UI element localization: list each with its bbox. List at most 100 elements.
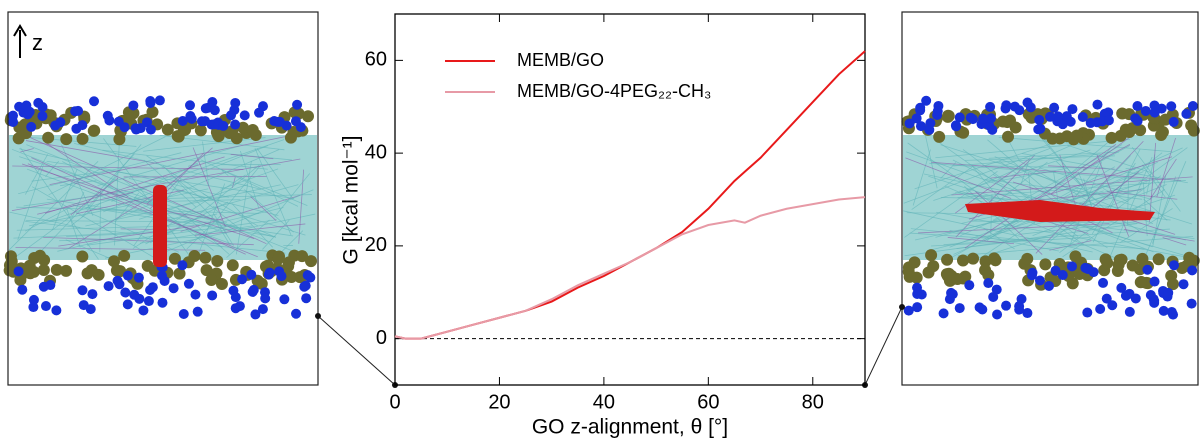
lipid-phosphate [964, 280, 974, 290]
lipid-phosphate [933, 106, 943, 116]
lipid-phosphate [129, 290, 139, 300]
lipid-phosphate [230, 120, 240, 130]
lipid-head [247, 124, 259, 136]
lipid-phosphate [277, 271, 287, 281]
series-line [395, 197, 865, 338]
lipid-phosphate [299, 282, 309, 292]
lipid-head [227, 259, 239, 271]
lipid-phosphate [1062, 111, 1072, 121]
lipid-phosphate [1169, 117, 1179, 127]
lipid-phosphate [1107, 300, 1117, 310]
lipid-phosphate [948, 289, 958, 299]
lipid-phosphate [1082, 308, 1092, 318]
graphene-oxide [153, 185, 167, 267]
x-tick-label: 40 [593, 391, 615, 413]
lipid-phosphate [987, 125, 997, 135]
lipid-head [211, 255, 223, 267]
lipid-phosphate [985, 102, 995, 112]
lipid-phosphate [1049, 103, 1059, 113]
lipid-phosphate [246, 270, 256, 280]
lipid-phosphate [1142, 265, 1152, 275]
lipid-phosphate [55, 117, 65, 127]
lipid-phosphate [29, 295, 39, 305]
lipid-phosphate [1141, 106, 1151, 116]
lipid-head [38, 264, 50, 276]
lipid-phosphate [41, 301, 51, 311]
lipid-head [1135, 276, 1147, 288]
lipid-phosphate [207, 290, 217, 300]
lipid-phosphate [1033, 124, 1043, 134]
lipid-head [60, 133, 72, 145]
lipid-phosphate [77, 285, 87, 295]
lipid-head [24, 267, 36, 279]
lipid-phosphate [916, 121, 926, 131]
lipid-phosphate [1034, 115, 1044, 125]
lipid-phosphate [292, 100, 302, 110]
lipid-phosphate [145, 98, 155, 108]
lipid-head [88, 125, 100, 137]
lipid-phosphate [157, 298, 167, 308]
lipid-phosphate [1159, 306, 1169, 316]
lipid-phosphate [951, 120, 961, 130]
lipid-head [162, 124, 174, 136]
lipid-phosphate [148, 282, 158, 292]
lipid-phosphate [235, 301, 245, 311]
lipid-head [1002, 131, 1014, 143]
lipid-phosphate [1001, 301, 1011, 311]
lipid-head [1004, 114, 1016, 126]
lipid-head [1155, 129, 1167, 141]
lipid-phosphate [1092, 100, 1102, 110]
lipid-head [967, 253, 979, 265]
x-tick-label: 0 [389, 391, 400, 413]
lipid-head [942, 110, 954, 122]
lipid-head [77, 133, 89, 145]
legend-label: MEMB/GO-4PEG₂₂-CH₃ [517, 81, 711, 101]
lipid-head [951, 273, 963, 285]
lipid-phosphate [265, 268, 275, 278]
lipid-phosphate [925, 118, 935, 128]
lipid-phosphate [240, 110, 250, 120]
lipid-phosphate [258, 101, 268, 111]
lipid-head [1120, 124, 1132, 136]
lipid-phosphate [144, 296, 154, 306]
lipid-phosphate [1078, 112, 1088, 122]
lipid-phosphate [178, 116, 188, 126]
lipid-head [1153, 253, 1165, 265]
lipid-phosphate [279, 294, 289, 304]
lipid-phosphate [275, 117, 285, 127]
lipid-phosphate [197, 116, 207, 126]
x-tick-label: 20 [488, 391, 510, 413]
lipid-head [1021, 253, 1033, 265]
lipid-phosphate [301, 293, 311, 303]
lipid-phosphate [905, 118, 915, 128]
lipid-head [1101, 257, 1113, 269]
lipid-phosphate [51, 305, 61, 315]
lipid-phosphate [260, 293, 270, 303]
lipid-phosphate [904, 306, 914, 316]
lipid-phosphate [992, 309, 1002, 319]
lipid-phosphate [134, 273, 144, 283]
lipid-phosphate [1188, 101, 1198, 111]
lipid-phosphate [231, 292, 241, 302]
lipid-phosphate [983, 278, 993, 288]
lipid-head [118, 250, 130, 262]
lipid-phosphate [77, 120, 87, 130]
lipid-phosphate [303, 270, 313, 280]
lipid-phosphate [1014, 305, 1024, 315]
lipid-phosphate [123, 271, 133, 281]
lipid-head [111, 265, 123, 277]
lipid-phosphate [128, 100, 138, 110]
lipid-phosphate [1132, 101, 1142, 111]
lipid-head [1039, 258, 1051, 270]
lipid-phosphate [237, 274, 247, 284]
lipid-phosphate [177, 260, 187, 270]
lipid-phosphate [169, 283, 179, 293]
y-tick-label: 20 [365, 234, 387, 256]
lipid-head [296, 250, 308, 262]
lipid-phosphate [250, 309, 260, 319]
plot-frame [395, 14, 865, 385]
lipid-phosphate [138, 305, 148, 315]
connector-dot [315, 313, 321, 319]
lipid-phosphate [1001, 100, 1011, 110]
